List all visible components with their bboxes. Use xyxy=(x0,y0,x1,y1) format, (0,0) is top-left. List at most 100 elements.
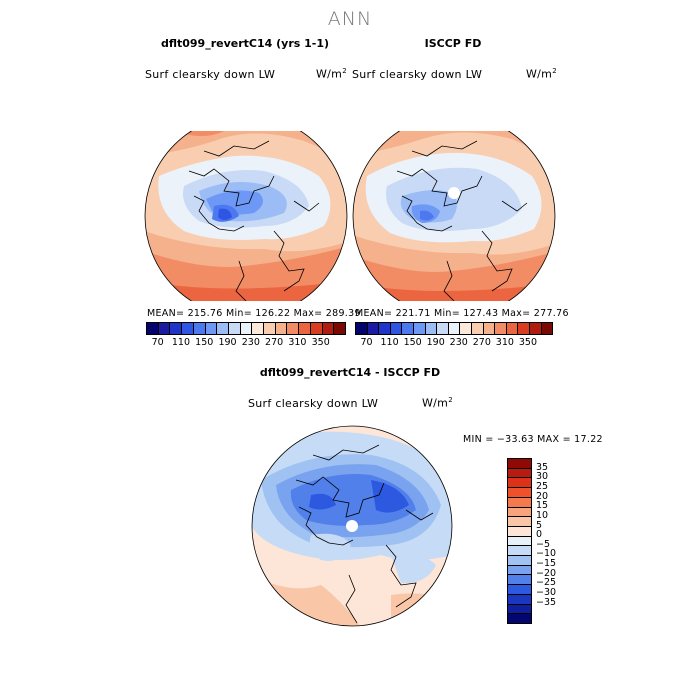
colorbar-obs xyxy=(355,322,553,335)
colorbar-swatch xyxy=(205,323,218,334)
colorbar-tick-label: −10 xyxy=(536,548,557,560)
colorbar-swatch xyxy=(413,323,426,334)
colorbar-swatch xyxy=(217,323,229,334)
colorbar-swatch xyxy=(425,323,438,334)
colorbar-swatch xyxy=(506,323,519,334)
colorbar-swatch xyxy=(471,323,484,334)
colorbar-tick-label: 20 xyxy=(536,490,549,502)
colorbar-swatch xyxy=(508,575,531,586)
colorbar-labels-model: 70 110 150 190 230 270 310 350 xyxy=(146,337,344,349)
colorbar-tick-label: 150 xyxy=(195,337,214,348)
colorbar-tick-label: 10 xyxy=(536,509,549,521)
panel-stats-model: MEAN= 215.76 Min= 126.22 Max= 289.39 xyxy=(147,308,361,319)
diff-units: W/m2 xyxy=(422,396,453,410)
colorbar-swatch xyxy=(508,536,531,547)
colorbar-swatch xyxy=(158,323,171,334)
colorbar-tick-label: 310 xyxy=(288,337,307,348)
colorbar-swatch xyxy=(264,323,276,334)
colorbar-swatch xyxy=(356,323,368,334)
colorbar-swatch xyxy=(390,323,403,334)
colorbar-swatch xyxy=(182,323,194,334)
panel-field-label-obs: Surf clearsky down LW xyxy=(352,68,483,81)
colorbar-tick-label: 70 xyxy=(151,337,164,348)
colorbar-swatch xyxy=(508,459,531,469)
colorbar-swatch xyxy=(508,517,531,527)
colorbar-swatch xyxy=(310,323,323,334)
colorbar-tick-label: 25 xyxy=(536,480,549,492)
colorbar-swatch xyxy=(334,323,345,334)
colorbar-swatch xyxy=(437,323,449,334)
colorbar-tick-label: −20 xyxy=(536,567,557,579)
panel-field-label-model: Surf clearsky down LW xyxy=(145,68,276,81)
colorbar-swatch xyxy=(379,323,391,334)
colorbar-tick-label: 35 xyxy=(536,461,549,473)
colorbar-tick-label: 190 xyxy=(426,337,445,348)
colorbar-swatch xyxy=(252,323,265,334)
colorbar-tick-label: 230 xyxy=(241,337,260,348)
polar-map-obs xyxy=(352,131,556,301)
colorbar-tick-label: 310 xyxy=(495,337,514,348)
colorbar-labels-obs: 70 110 150 190 230 270 310 350 xyxy=(355,337,551,349)
colorbar-swatch xyxy=(275,323,288,334)
colorbar-tick-label: 15 xyxy=(536,500,549,512)
colorbar-model xyxy=(146,322,346,335)
figure-title: ANN xyxy=(327,8,373,30)
colorbar-swatch xyxy=(495,323,507,334)
colorbar-swatch xyxy=(287,323,300,334)
polar-map-difference xyxy=(251,425,453,627)
colorbar-swatch xyxy=(448,323,461,334)
colorbar-swatch xyxy=(170,323,183,334)
panel-title-obs: ISCCP FD xyxy=(424,37,482,50)
colorbar-swatch xyxy=(508,594,531,605)
colorbar-tick-label: 350 xyxy=(311,337,330,348)
diff-panel-title: dflt099_revertC14 - ISCCP FD xyxy=(259,366,441,379)
colorbar-difference xyxy=(507,458,532,624)
colorbar-swatch xyxy=(508,546,531,557)
colorbar-swatch xyxy=(299,323,311,334)
colorbar-swatch xyxy=(147,323,159,334)
panel-units-model: W/m2 xyxy=(316,67,347,81)
colorbar-swatch xyxy=(240,323,253,334)
colorbar-tick-label: −35 xyxy=(536,596,557,608)
colorbar-swatch xyxy=(483,323,496,334)
colorbar-tick-label: 190 xyxy=(218,337,237,348)
colorbar-swatch xyxy=(367,323,380,334)
diff-field-label: Surf clearsky down LW xyxy=(248,397,379,410)
panel-title-model: dflt099_revertC14 (yrs 1-1) xyxy=(160,37,330,50)
colorbar-swatch xyxy=(508,468,531,479)
colorbar-swatch xyxy=(508,497,531,508)
colorbar-swatch xyxy=(508,565,531,576)
colorbar-tick-label: −5 xyxy=(536,538,551,550)
colorbar-tick-label: 270 xyxy=(265,337,284,348)
colorbar-tick-label: 150 xyxy=(403,337,422,348)
colorbar-swatch xyxy=(508,585,531,595)
colorbar-tick-label: 0 xyxy=(536,529,543,541)
colorbar-tick-label: −15 xyxy=(536,558,557,570)
colorbar-tick-label: 110 xyxy=(171,337,191,348)
colorbar-swatch xyxy=(322,323,335,334)
colorbar-swatch xyxy=(508,526,531,537)
colorbar-labels-difference: 35 30 25 20 15 10 5 0 −5 −10 −15 −20 −25 −30 −35 xyxy=(536,458,576,622)
colorbar-swatch xyxy=(508,556,531,566)
colorbar-swatch xyxy=(518,323,530,334)
colorbar-swatch xyxy=(193,323,206,334)
diff-minmax: MIN = −33.63 MAX = 17.22 xyxy=(463,434,603,445)
colorbar-swatch xyxy=(460,323,472,334)
colorbar-swatch xyxy=(228,323,241,334)
colorbar-swatch xyxy=(529,323,542,334)
colorbar-tick-label: 350 xyxy=(518,337,538,348)
colorbar-tick-label: 70 xyxy=(360,337,373,348)
polar-map-model xyxy=(144,131,348,301)
colorbar-swatch xyxy=(508,507,531,518)
colorbar-tick-label: 270 xyxy=(472,337,491,348)
colorbar-tick-label: 5 xyxy=(536,519,543,531)
colorbar-tick-label: −25 xyxy=(536,577,557,589)
colorbar-swatch xyxy=(508,478,531,489)
panel-stats-obs: MEAN= 221.71 Min= 127.43 Max= 277.76 xyxy=(355,308,569,319)
panel-units-obs: W/m2 xyxy=(526,67,557,81)
colorbar-swatch xyxy=(508,488,531,498)
colorbar-tick-label: 30 xyxy=(536,471,549,483)
colorbar-tick-label: 230 xyxy=(449,337,468,348)
colorbar-swatch xyxy=(508,614,531,623)
